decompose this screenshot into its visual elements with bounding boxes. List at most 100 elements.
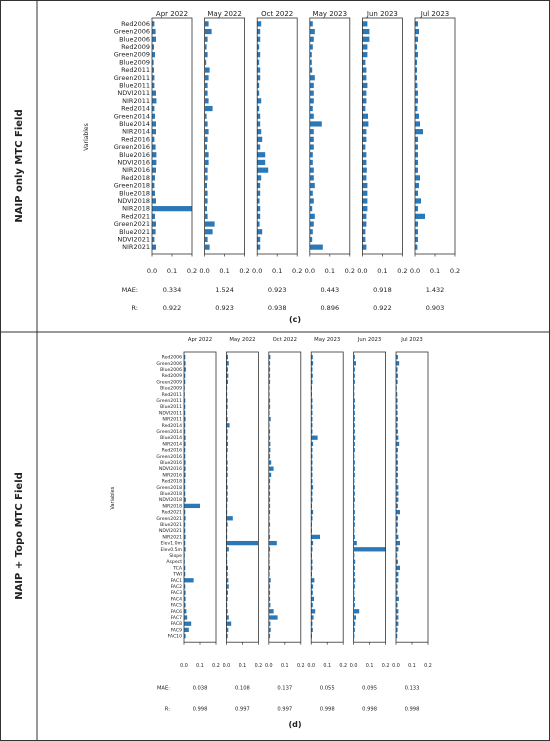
subplot-title: May 2022 xyxy=(229,337,255,343)
bar xyxy=(311,602,313,608)
bar xyxy=(396,547,399,552)
bar xyxy=(152,144,156,150)
category-label: Blue2006 xyxy=(160,367,182,373)
bar xyxy=(257,152,266,158)
bar xyxy=(152,121,156,127)
bar xyxy=(362,82,368,89)
subplot-jun-2023: Jun 2023 0.0 0.1 0.2 0.918 0.922 xyxy=(357,10,407,312)
bar xyxy=(268,472,272,478)
bar xyxy=(257,159,266,166)
category-label: NIR2014 xyxy=(162,441,182,447)
subplot-title: Apr 2022 xyxy=(156,10,188,18)
bar xyxy=(311,621,313,626)
bar xyxy=(268,373,271,378)
bar xyxy=(362,244,367,250)
mae-value: 0.133 xyxy=(405,686,420,692)
bar xyxy=(268,485,271,490)
bar xyxy=(152,221,156,227)
subplot-frame xyxy=(310,351,344,643)
subplot-title: May 2023 xyxy=(314,337,340,343)
bar xyxy=(415,67,417,73)
bar xyxy=(415,136,418,142)
bar xyxy=(184,404,186,409)
bar xyxy=(362,105,366,112)
bar xyxy=(268,460,272,465)
bar xyxy=(415,105,418,112)
r-row-label: R: xyxy=(131,304,138,312)
bar xyxy=(184,454,186,459)
bar xyxy=(268,615,278,620)
bar xyxy=(184,578,194,583)
subplot-title: May 2022 xyxy=(207,10,242,18)
bar xyxy=(204,75,209,81)
subplot-title: May 2023 xyxy=(313,10,348,18)
bar xyxy=(204,152,209,158)
bar xyxy=(415,152,418,158)
mae-value: 0.923 xyxy=(268,286,287,294)
category-label: Green2009 xyxy=(156,379,182,385)
bar xyxy=(311,547,313,552)
bar xyxy=(311,447,313,453)
bar xyxy=(152,175,155,181)
category-label: FAC9 xyxy=(171,627,182,633)
category-label: NDVI2016 xyxy=(159,466,182,472)
bar xyxy=(362,229,366,235)
bar xyxy=(362,152,367,158)
bar xyxy=(353,410,355,416)
bar xyxy=(226,441,228,447)
panel-d: NAIP + Topo MTC Field VariablesRed2006Gre… xyxy=(14,337,432,729)
x-tick-label: 0.2 xyxy=(255,663,263,669)
bar xyxy=(311,627,313,633)
bar xyxy=(311,410,313,416)
r-value: 0.998 xyxy=(405,707,420,713)
bar xyxy=(353,559,356,564)
category-label: Aspect xyxy=(166,559,182,565)
x-tick-label: 0.1 xyxy=(408,663,416,669)
bar xyxy=(396,392,398,397)
mae-value: 0.334 xyxy=(163,286,182,294)
bar xyxy=(226,416,228,422)
bar xyxy=(184,615,188,620)
bar xyxy=(311,429,313,434)
bar xyxy=(268,354,271,360)
bar xyxy=(309,229,313,235)
bar xyxy=(415,144,418,150)
category-label: Green2018 xyxy=(156,485,182,491)
category-label: NIR2011 xyxy=(162,417,182,423)
bar xyxy=(353,416,355,422)
bar xyxy=(152,129,156,135)
category-label: NDVI2011 xyxy=(159,410,182,416)
bar xyxy=(184,354,186,360)
subplot-frame xyxy=(353,351,387,643)
x-tick-label: 0.0 xyxy=(410,267,420,275)
x-tick-label: 0.1 xyxy=(281,663,289,669)
mae-value: 0.137 xyxy=(277,686,292,692)
bar xyxy=(184,367,186,372)
bar xyxy=(309,75,315,81)
bar xyxy=(309,136,314,142)
category-label: TCA xyxy=(172,565,183,571)
bar xyxy=(311,404,313,409)
bar xyxy=(396,379,398,385)
bar xyxy=(309,67,313,73)
subplot-frame xyxy=(309,17,351,255)
bar xyxy=(226,596,228,602)
x-tick-label: 0.1 xyxy=(239,663,247,669)
bar xyxy=(152,28,156,35)
mae-value: 0.038 xyxy=(193,686,208,692)
x-tick-label: 0.1 xyxy=(196,663,204,669)
bar xyxy=(396,615,399,620)
bar xyxy=(268,602,271,608)
category-label: Green2009 xyxy=(114,51,150,59)
bar xyxy=(204,98,209,104)
bar xyxy=(311,497,313,502)
bar xyxy=(396,478,398,484)
category-label: FAC2 xyxy=(171,584,182,590)
bar xyxy=(353,404,355,409)
bar xyxy=(309,98,314,104)
bar xyxy=(396,354,398,360)
bar xyxy=(226,460,228,465)
subplot-frame xyxy=(361,17,403,255)
bar xyxy=(257,90,260,96)
bar xyxy=(309,152,313,158)
